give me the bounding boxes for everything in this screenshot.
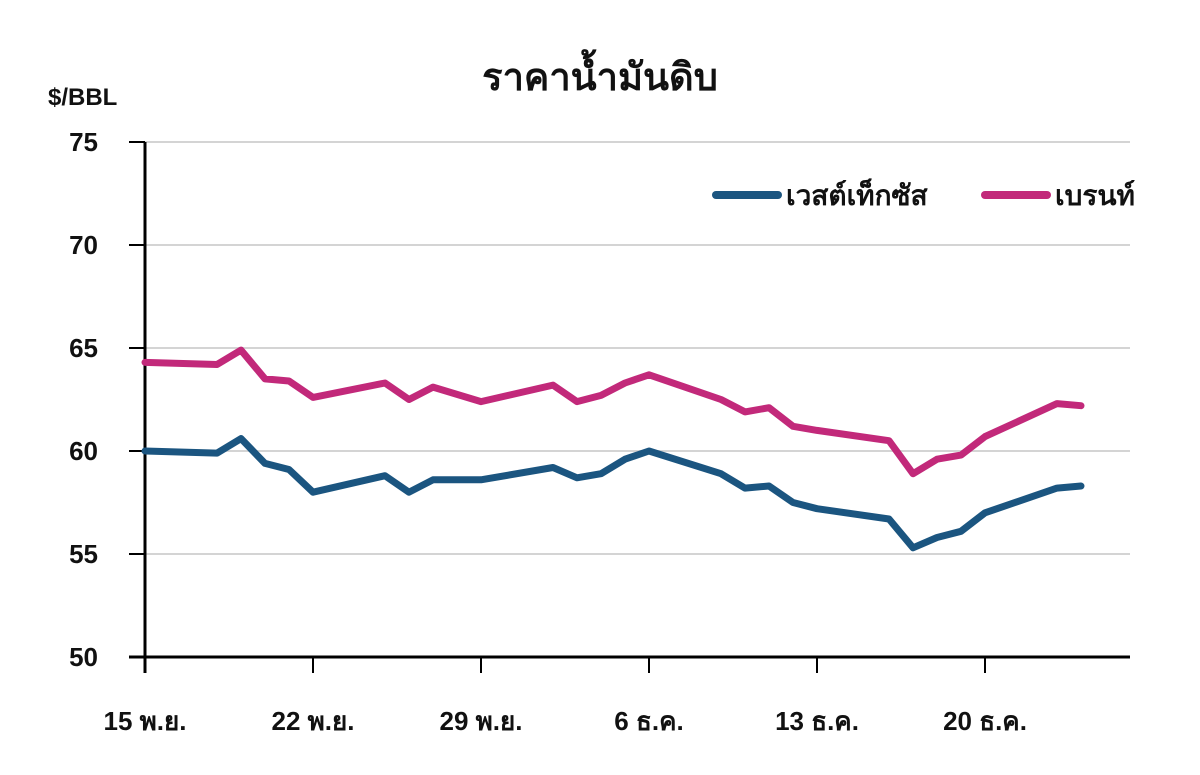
x-tick-label: 22 พ.ย. — [272, 706, 355, 736]
legend-label: เวสต์เท็กซัส — [786, 178, 929, 211]
x-tick-label: 29 พ.ย. — [440, 706, 523, 736]
series-line-0 — [141, 435, 1085, 552]
data-lines — [141, 346, 1085, 552]
gridlines — [145, 141, 1130, 555]
y-axis-unit-label: $/BBL — [48, 84, 118, 111]
y-tick-label: 50 — [69, 642, 98, 672]
x-tick-label: 6 ธ.ค. — [614, 706, 683, 736]
y-tick-label: 75 — [69, 127, 98, 157]
x-tick-label: 13 ธ.ค. — [775, 706, 859, 736]
y-tick-label: 70 — [69, 230, 98, 260]
chart-title: ราคาน้ำมันดิบ — [482, 57, 718, 99]
legend: เวสต์เท็กซัส เบรนท์ — [712, 178, 1135, 211]
series-line-1 — [141, 346, 1085, 478]
x-tick-label: 20 ธ.ค. — [943, 706, 1027, 736]
axes: 50 55 60 65 70 75 15 พ.ย. 22 พ.ย. 29 พ.ย. 6 ธ.ค. 1… — [69, 127, 1130, 736]
y-tick-label: 55 — [69, 539, 98, 569]
x-tick-label: 15 พ.ย. — [104, 706, 187, 736]
y-tick-label: 60 — [69, 436, 98, 466]
y-tick-label: 65 — [69, 333, 98, 363]
legend-label: เบรนท์ — [1055, 180, 1135, 211]
